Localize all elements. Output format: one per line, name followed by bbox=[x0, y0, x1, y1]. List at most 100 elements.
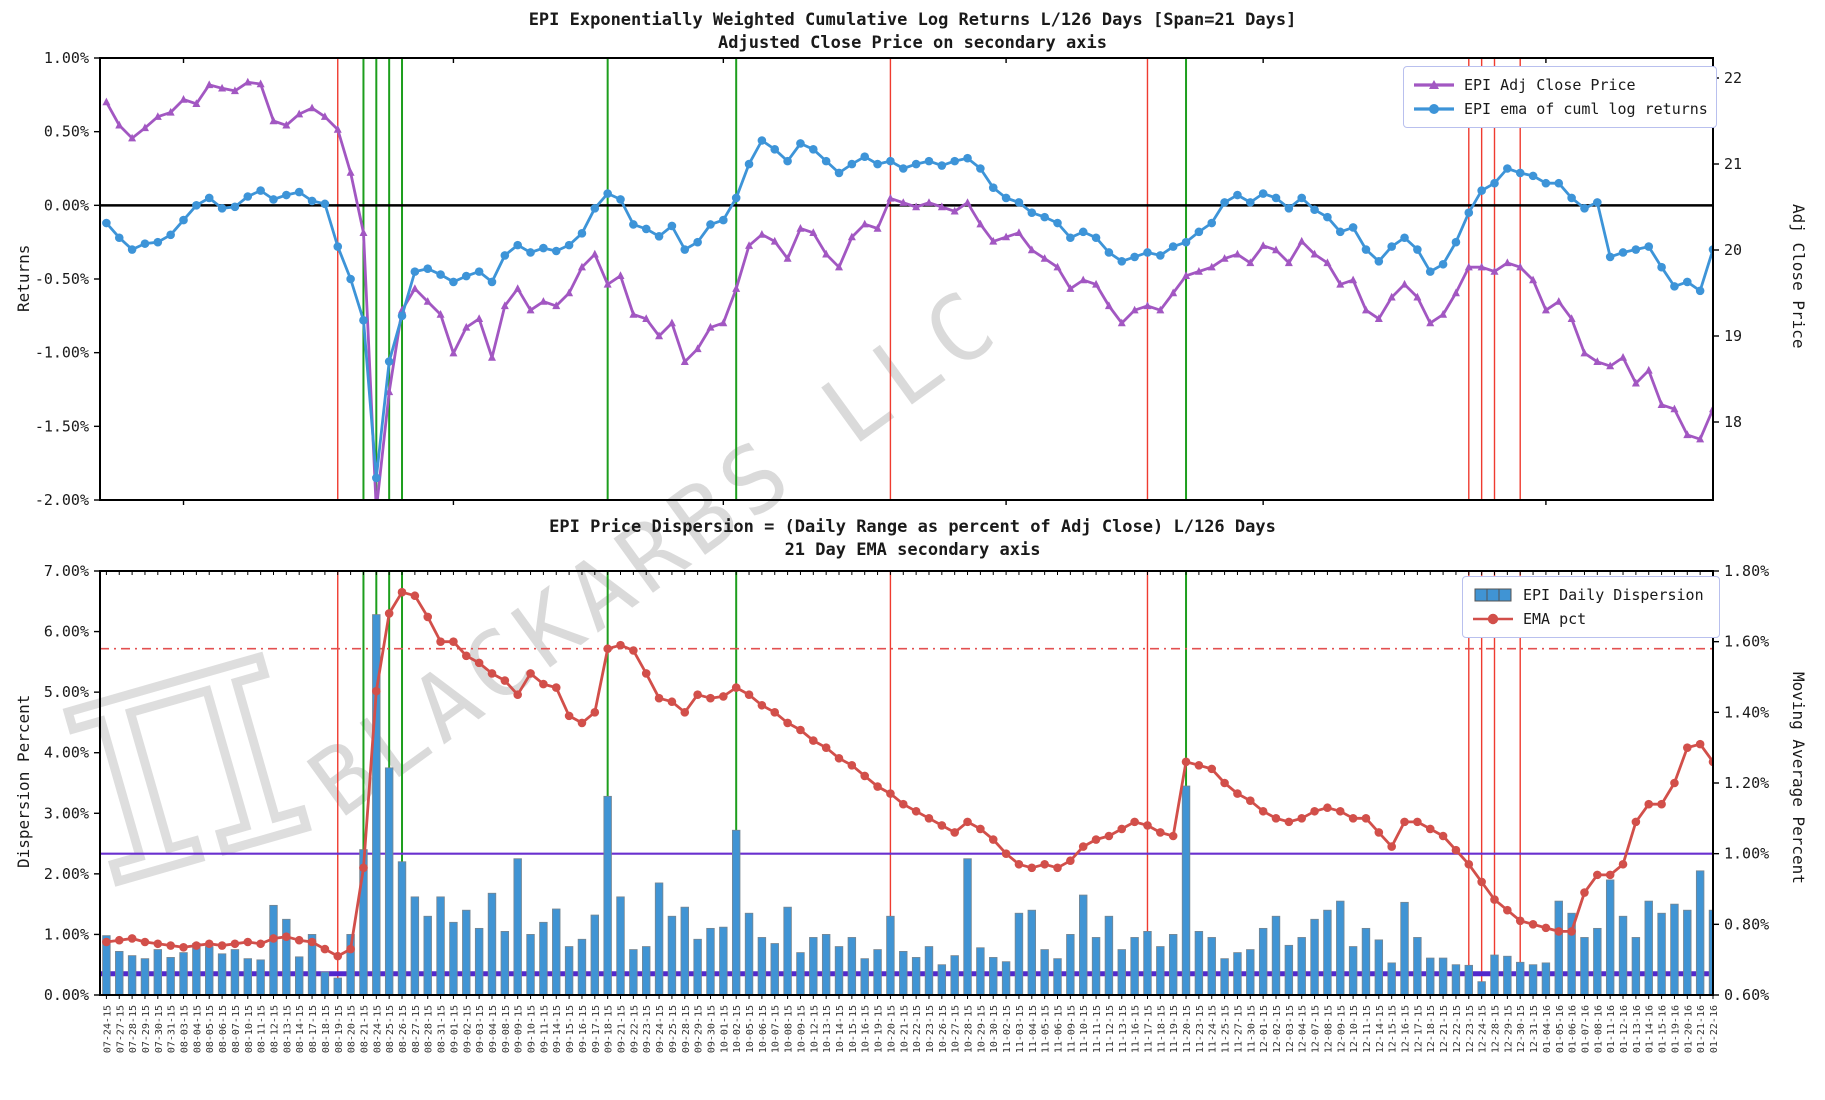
triangle-marker bbox=[423, 297, 432, 305]
date-tick-label: 09-18-15 bbox=[604, 1005, 615, 1053]
date-tick-label: 09-04-15 bbox=[488, 1005, 499, 1053]
circle-marker bbox=[192, 201, 201, 210]
triangle-marker bbox=[1079, 275, 1088, 284]
circle-marker bbox=[796, 725, 805, 735]
dispersion-bar bbox=[1271, 915, 1281, 995]
circle-marker bbox=[1682, 277, 1692, 287]
triangle-marker bbox=[976, 219, 985, 228]
circle-marker bbox=[1593, 198, 1602, 207]
circle-marker bbox=[1143, 821, 1152, 830]
triangle-marker bbox=[1233, 249, 1242, 258]
date-tick-label: 08-25-15 bbox=[385, 1005, 396, 1053]
circle-marker bbox=[629, 220, 638, 229]
date-tick-label: 12-09-15 bbox=[1336, 1005, 1347, 1053]
dispersion-bar bbox=[1220, 958, 1229, 995]
triangle-marker bbox=[1554, 297, 1563, 305]
circle-marker bbox=[487, 669, 497, 678]
circle-marker bbox=[783, 156, 792, 166]
triangle-marker bbox=[166, 107, 175, 116]
triangle-marker bbox=[577, 262, 586, 271]
date-tick-label: 11-03-15 bbox=[1015, 1005, 1026, 1053]
dispersion-bar bbox=[834, 946, 844, 995]
dispersion-bar bbox=[526, 934, 535, 995]
circle-marker bbox=[963, 153, 972, 163]
circle-marker bbox=[539, 243, 548, 253]
triangle-marker bbox=[1451, 288, 1460, 297]
circle-marker bbox=[551, 683, 561, 692]
circle-marker bbox=[1464, 859, 1474, 869]
circle-marker bbox=[719, 692, 728, 701]
circle-marker bbox=[269, 195, 278, 204]
circle-marker bbox=[320, 944, 330, 954]
circle-marker bbox=[1464, 208, 1474, 217]
dispersion-bar bbox=[1413, 937, 1422, 995]
circle-marker bbox=[1644, 242, 1654, 251]
triangle-marker bbox=[115, 120, 124, 129]
circle-marker bbox=[1682, 743, 1692, 752]
date-tick-label: 09-03-15 bbox=[475, 1005, 486, 1053]
date-tick-label: 11-27-15 bbox=[1233, 1005, 1244, 1053]
dispersion-bar bbox=[1400, 901, 1409, 995]
triangle-marker bbox=[1657, 400, 1666, 408]
triangle-marker bbox=[565, 288, 574, 297]
y-tick-label-right: 0.60% bbox=[1724, 986, 1769, 1004]
circle-marker bbox=[230, 939, 240, 949]
triangle-marker bbox=[1567, 314, 1576, 322]
triangle-marker bbox=[295, 109, 304, 118]
circle-marker bbox=[423, 264, 433, 273]
dispersion-bar bbox=[809, 937, 818, 995]
triangle-marker bbox=[1272, 245, 1281, 254]
date-tick-label: 11-04-15 bbox=[1028, 1005, 1039, 1053]
circle-marker bbox=[449, 277, 458, 287]
triangle-marker bbox=[835, 262, 844, 271]
circle-marker bbox=[603, 644, 612, 654]
dispersion-bar bbox=[256, 959, 265, 995]
date-tick-label: 01-19-16 bbox=[1670, 1005, 1681, 1053]
date-tick-label: 08-18-15 bbox=[321, 1005, 332, 1053]
dispersion-bar bbox=[269, 904, 278, 995]
circle-marker bbox=[1258, 806, 1268, 816]
circle-marker bbox=[114, 935, 124, 945]
circle-marker bbox=[461, 271, 471, 281]
date-tick-label: 01-20-16 bbox=[1683, 1005, 1694, 1053]
date-tick-label: 10-05-15 bbox=[745, 1005, 756, 1053]
y-tick-label-right: 0.80% bbox=[1724, 915, 1769, 933]
triangle-marker bbox=[410, 284, 419, 292]
circle-marker bbox=[192, 941, 201, 950]
circle-marker bbox=[680, 245, 690, 254]
circle-marker bbox=[963, 817, 972, 827]
y-tick-label-left: 1.00% bbox=[44, 925, 89, 943]
triangle-marker bbox=[1631, 378, 1640, 387]
circle-marker bbox=[641, 669, 651, 678]
triangle-marker bbox=[1683, 430, 1692, 439]
date-tick-label: 01-14-16 bbox=[1645, 1005, 1656, 1053]
circle-marker bbox=[731, 683, 741, 692]
y-tick-label-right: 1.20% bbox=[1724, 774, 1769, 792]
dispersion-bar bbox=[1040, 949, 1049, 995]
circle-marker bbox=[1695, 286, 1705, 296]
triangle-marker bbox=[1143, 301, 1152, 310]
circle-marker bbox=[1310, 205, 1319, 215]
dispersion-bar bbox=[307, 934, 317, 995]
dispersion-bar bbox=[179, 952, 188, 995]
circle-marker bbox=[333, 951, 343, 961]
dispersion-bar bbox=[899, 950, 908, 995]
y-tick-label-right: 18 bbox=[1724, 413, 1742, 431]
dispersion-bar bbox=[1683, 909, 1692, 995]
dispersion-bar bbox=[140, 958, 150, 995]
date-tick-label: 09-14-15 bbox=[552, 1005, 563, 1053]
circle-marker bbox=[204, 939, 214, 949]
circle-marker bbox=[1631, 245, 1641, 254]
circle-marker bbox=[1001, 193, 1011, 203]
date-tick-label: 01-13-16 bbox=[1632, 1005, 1643, 1053]
circle-marker bbox=[1605, 870, 1615, 880]
triangle-marker bbox=[1207, 262, 1216, 271]
circle-marker bbox=[1477, 877, 1486, 887]
circle-marker bbox=[166, 230, 175, 240]
circle-marker bbox=[641, 224, 651, 234]
date-tick-label: 09-30-15 bbox=[706, 1005, 717, 1053]
dispersion-bar bbox=[564, 946, 574, 995]
purple-line-triangle-marker-icon bbox=[1414, 77, 1454, 93]
circle-marker bbox=[1335, 806, 1345, 816]
circle-marker bbox=[1233, 190, 1242, 200]
